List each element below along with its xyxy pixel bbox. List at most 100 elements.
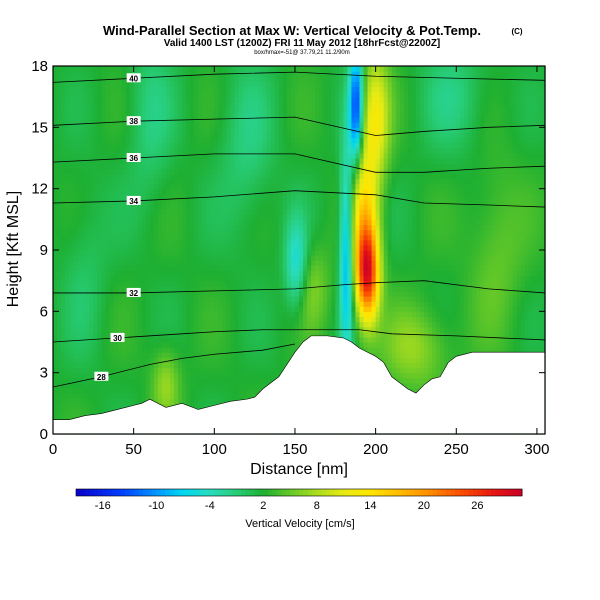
heatmap-cell — [210, 117, 215, 123]
heatmap-cell — [222, 244, 228, 251]
heatmap-cell — [270, 71, 276, 77]
heatmap-cell — [161, 112, 167, 118]
heatmap-cell — [161, 403, 167, 410]
heatmap-cell — [299, 214, 304, 220]
heatmap-cell — [234, 311, 240, 318]
heatmap-cell — [182, 173, 187, 180]
heatmap-cell — [61, 357, 66, 364]
heatmap-cell — [145, 152, 151, 159]
heatmap-cell — [246, 347, 252, 353]
heatmap-cell — [61, 244, 66, 251]
heatmap-cell — [109, 112, 115, 118]
heatmap-cell — [294, 219, 300, 226]
heatmap-cell — [242, 188, 248, 195]
heatmap-cell — [266, 234, 272, 241]
heatmap-cell — [238, 209, 244, 215]
heatmap-cell — [81, 101, 86, 108]
heatmap-cell — [145, 173, 151, 180]
heatmap-cell — [286, 209, 292, 215]
heatmap-cell — [113, 326, 119, 333]
heatmap-cell — [153, 311, 159, 318]
heatmap-cell — [303, 321, 308, 328]
heatmap-cell — [85, 382, 90, 389]
heatmap-cell — [274, 296, 280, 302]
heatmap-cell — [214, 398, 219, 404]
heatmap-cell — [93, 76, 98, 82]
heatmap-cell — [234, 183, 240, 190]
heatmap-cell — [323, 193, 328, 200]
heatmap-cell — [161, 137, 167, 144]
heatmap-cell — [121, 112, 127, 118]
heatmap-cell — [137, 398, 143, 404]
heatmap-cell — [290, 168, 296, 174]
heatmap-cell — [173, 280, 179, 287]
heatmap-cell — [109, 377, 115, 384]
heatmap-cell — [222, 301, 228, 307]
heatmap-cell — [93, 219, 98, 226]
heatmap-cell — [254, 96, 260, 103]
heatmap-cell — [307, 132, 312, 139]
heatmap-cell — [77, 188, 82, 195]
heatmap-cell — [182, 132, 187, 139]
heatmap-cell — [77, 362, 82, 369]
heatmap-cell — [81, 296, 86, 302]
heatmap-cell — [274, 183, 280, 190]
heatmap-cell — [65, 76, 70, 82]
heatmap-cell — [101, 81, 107, 88]
heatmap-cell — [210, 250, 215, 256]
heatmap-cell — [290, 86, 296, 93]
heatmap-cell — [202, 229, 207, 236]
heatmap-cell — [89, 265, 94, 272]
heatmap-cell — [262, 163, 268, 169]
heatmap-cell — [303, 127, 308, 134]
heatmap-cell — [109, 132, 115, 139]
heatmap-cell — [194, 398, 199, 404]
heatmap-cell — [327, 173, 332, 180]
heatmap-cell — [234, 137, 240, 144]
heatmap-cell — [89, 86, 94, 93]
heatmap-cell — [238, 71, 244, 77]
heatmap-cell — [282, 76, 288, 82]
heatmap-cell — [105, 393, 111, 399]
heatmap-cell — [77, 163, 82, 169]
heatmap-cell — [81, 275, 86, 282]
heatmap-cell — [81, 290, 86, 297]
heatmap-cell — [194, 301, 199, 307]
heatmap-cell — [153, 347, 159, 353]
heatmap-cell — [202, 316, 207, 323]
heatmap-cell — [222, 117, 228, 123]
heatmap-cell — [274, 301, 280, 307]
heatmap-cell — [149, 301, 155, 307]
heatmap-cell — [319, 188, 324, 195]
heatmap-cell — [246, 393, 252, 399]
heatmap-cell — [323, 198, 328, 205]
heatmap-cell — [190, 290, 195, 297]
heatmap-cell — [65, 398, 70, 404]
heatmap-cell — [294, 306, 300, 312]
heatmap-cell — [226, 270, 232, 277]
heatmap-cell — [315, 117, 320, 123]
heatmap-cell — [186, 265, 191, 272]
heatmap-cell — [258, 66, 264, 72]
heatmap-cell — [294, 91, 300, 98]
heatmap-cell — [230, 388, 236, 394]
heatmap-cell — [69, 275, 74, 282]
heatmap-cell — [206, 285, 211, 292]
heatmap-cell — [270, 127, 276, 134]
heatmap-cell — [77, 112, 82, 118]
heatmap-cell — [65, 214, 70, 220]
heatmap-cell — [141, 147, 147, 154]
heatmap-cell — [125, 244, 131, 251]
heatmap-cell — [246, 219, 252, 226]
heatmap-cell — [165, 352, 171, 358]
heatmap-cell — [57, 244, 62, 251]
heatmap-cell — [169, 280, 175, 287]
heatmap-cell — [113, 122, 119, 128]
heatmap-cell — [178, 275, 183, 282]
heatmap-cell — [137, 301, 143, 307]
heatmap-cell — [234, 357, 240, 364]
heatmap-cell — [270, 352, 276, 358]
heatmap-cell — [101, 326, 107, 333]
heatmap-cell — [97, 112, 102, 118]
heatmap-cell — [113, 357, 119, 364]
